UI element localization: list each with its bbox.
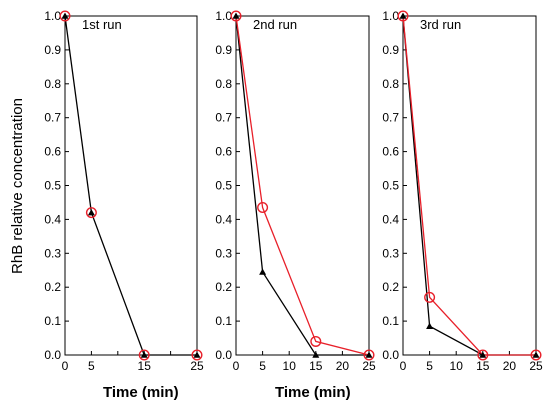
y-tick-label: 0.5 <box>215 179 232 193</box>
y-tick-label: 0.8 <box>215 77 232 91</box>
y-tick-label: 0.7 <box>382 111 399 125</box>
triangle-marker <box>479 351 487 358</box>
circle-marker <box>230 10 242 22</box>
circle-marker <box>530 349 542 361</box>
triangle-marker <box>140 351 148 358</box>
y-tick-label: 0.9 <box>44 43 61 57</box>
x-tick-label: 15 <box>476 359 490 373</box>
y-tick-label: 0.0 <box>44 348 61 362</box>
panel-1: 0.0 0.1 0.2 0.3 0.4 0.5 0.6 0.7 0.8 0.9 1.0 0 5 15 25 1… <box>44 9 204 401</box>
circle-marker <box>138 349 150 361</box>
panel-2: 0.0 0.1 0.2 0.3 0.4 0.5 0.6 0.7 0.8 0.9 1.0 0 5 10 15 2… <box>215 9 376 401</box>
series-line-red <box>235 15 370 356</box>
triangle-marker <box>61 12 69 19</box>
circle-marker <box>397 10 409 22</box>
y-tick-label: 0.4 <box>382 212 399 226</box>
run-label: 3rd run <box>420 17 461 32</box>
y-tick-label: 0.7 <box>44 111 61 125</box>
circle-marker <box>477 349 489 361</box>
y-tick-label: 0.2 <box>44 280 61 294</box>
y-tick-label: 0.8 <box>382 77 399 91</box>
x-tick-label: 0 <box>62 359 69 373</box>
triangle-marker <box>426 322 434 329</box>
plot-frame <box>402 15 537 356</box>
y-tick-label: 0.2 <box>382 280 399 294</box>
series-line-black <box>235 15 369 356</box>
circle-marker <box>85 207 97 219</box>
y-axis-title: RhB relative concentration <box>9 98 26 274</box>
x-tick-label: 0 <box>400 359 407 373</box>
y-tick-label: 0.1 <box>44 314 61 328</box>
plot-frame <box>64 15 198 356</box>
chart-panels: 0.0 0.1 0.2 0.3 0.4 0.5 0.6 0.7 0.8 0.9 1.0 0 5 15 25 1… <box>44 9 543 401</box>
y-tick-label: 1.0 <box>215 9 232 23</box>
circle-marker <box>59 10 71 22</box>
y-tick-label: 0.5 <box>44 179 61 193</box>
x-tick-label: 5 <box>259 359 266 373</box>
y-tick-label: 0.4 <box>215 212 232 226</box>
y-tick-label: 0.3 <box>382 246 399 260</box>
plot-frame <box>235 15 370 356</box>
x-tick-label: 25 <box>190 359 204 373</box>
x-tick-label: 10 <box>283 359 297 373</box>
triangle-marker <box>365 351 373 358</box>
series-line-black <box>402 15 536 356</box>
y-tick-label: 0.1 <box>215 314 232 328</box>
circle-marker <box>363 349 375 361</box>
triangle-marker <box>399 12 407 19</box>
y-tick-label: 0.0 <box>382 348 399 362</box>
x-tick-label: 5 <box>88 359 95 373</box>
y-tick-label: 0.9 <box>215 43 232 57</box>
triangle-marker <box>532 351 540 358</box>
circle-marker <box>310 335 322 347</box>
y-tick-label: 0.5 <box>382 179 399 193</box>
x-tick-label: 20 <box>503 359 517 373</box>
triangle-marker <box>193 351 201 358</box>
y-tick-label: 1.0 <box>44 9 61 23</box>
series-line-red <box>402 15 536 356</box>
triangle-marker <box>232 12 240 19</box>
x-tick-label: 0 <box>233 359 240 373</box>
circle-marker <box>191 349 203 361</box>
x-axis-title: Time (min) <box>103 384 179 401</box>
x-tick-label: 15 <box>138 359 152 373</box>
panel-3: 0.0 0.1 0.2 0.3 0.4 0.5 0.6 0.7 0.8 0.9 1.0 0 5 10 15 2… <box>382 9 543 373</box>
run-label: 1st run <box>82 17 122 32</box>
y-tick-label: 0.6 <box>382 145 399 159</box>
y-tick-label: 0.6 <box>44 145 61 159</box>
y-tick-label: 1.0 <box>382 9 399 23</box>
triangle-marker <box>312 351 320 358</box>
y-tick-label: 0.1 <box>382 314 399 328</box>
y-tick-label: 0.7 <box>215 111 232 125</box>
y-tick-label: 0.2 <box>215 280 232 294</box>
x-tick-label: 25 <box>529 359 543 373</box>
y-tick-label: 0.4 <box>44 212 61 226</box>
x-tick-label: 20 <box>336 359 350 373</box>
y-tick-label: 0.9 <box>382 43 399 57</box>
y-tick-label: 0.0 <box>215 348 232 362</box>
series-line-black <box>64 15 197 356</box>
circle-marker <box>257 202 269 214</box>
circle-marker <box>424 291 436 303</box>
y-tick-label: 0.6 <box>215 145 232 159</box>
x-tick-label: 15 <box>309 359 323 373</box>
y-tick-label: 0.3 <box>215 246 232 260</box>
y-tick-label: 0.8 <box>44 77 61 91</box>
triangle-marker <box>259 268 267 275</box>
x-axis-title: Time (min) <box>275 384 351 401</box>
x-tick-label: 5 <box>426 359 433 373</box>
x-tick-label: 10 <box>450 359 464 373</box>
run-label: 2nd run <box>253 17 297 32</box>
y-tick-label: 0.3 <box>44 246 61 260</box>
triangle-marker <box>87 209 95 216</box>
x-tick-label: 25 <box>362 359 376 373</box>
